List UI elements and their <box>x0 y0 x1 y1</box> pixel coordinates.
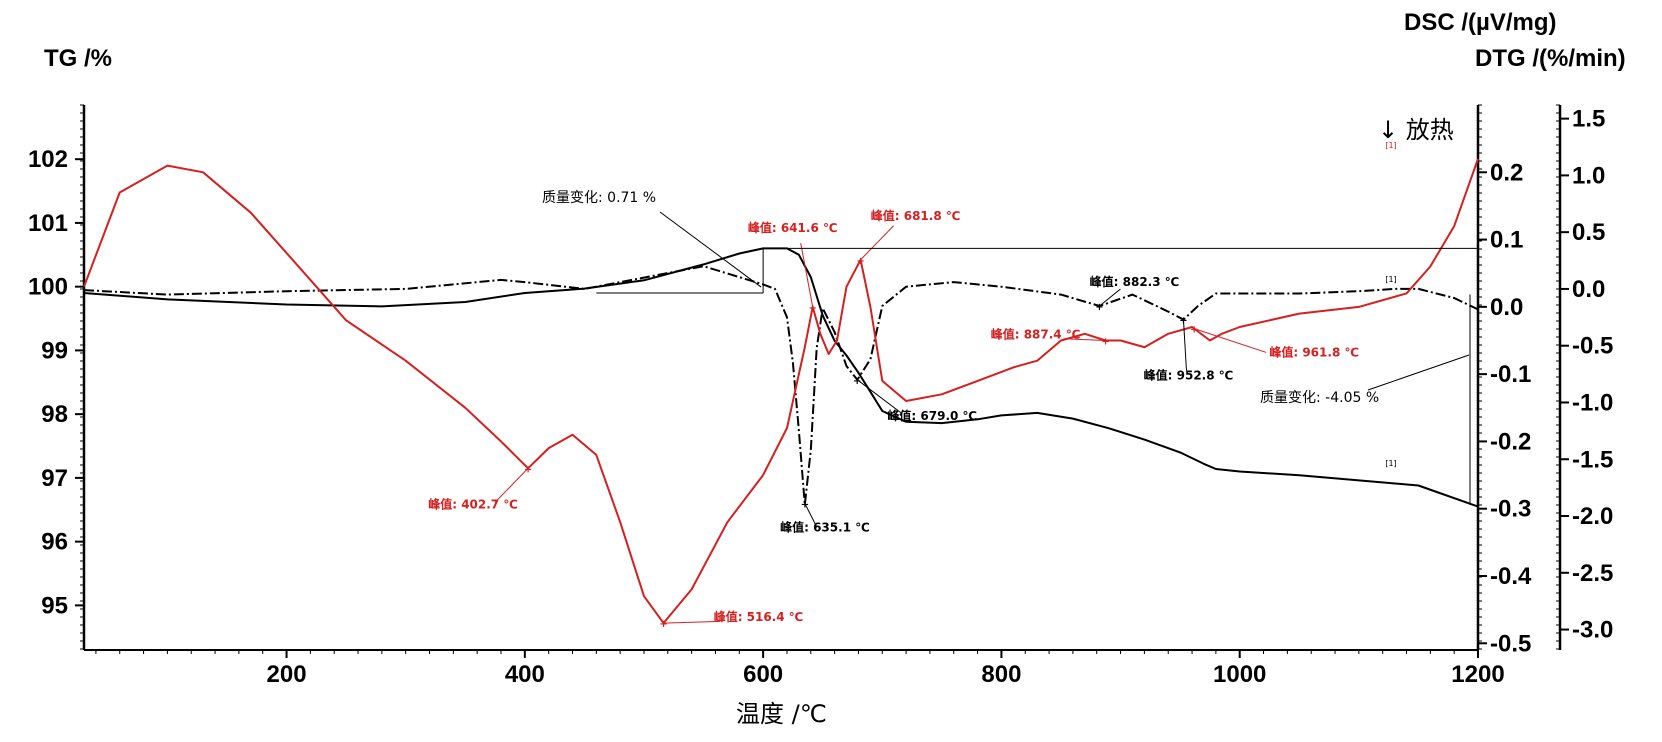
curve-end-marker: [1] <box>1385 141 1396 150</box>
peak-label: 峰值: 402.7 ℃ <box>428 496 518 511</box>
dsc-tick-label: -0.2 <box>1490 428 1531 455</box>
dsc-axis-title: DSC /(µV/mg) <box>1404 9 1557 36</box>
peak-label: 峰值: 681.8 ℃ <box>871 208 961 223</box>
dtg-tick-label: 0.5 <box>1572 219 1605 246</box>
series-dsc <box>83 158 1479 625</box>
peak-marker: + <box>1190 325 1198 336</box>
mass-change-label-2: 质量变化: -4.05 % <box>1260 390 1379 406</box>
dtg-tick-label: -2.5 <box>1572 560 1613 587</box>
dtg-axis-title: DTG /(%/min) <box>1475 45 1626 72</box>
peak-label: 峰值: 641.6 ℃ <box>748 220 838 235</box>
peak-marker: + <box>1179 316 1187 327</box>
peak-leader-line <box>804 503 818 528</box>
x-tick-label: 600 <box>743 661 783 688</box>
series-tg <box>83 247 1479 508</box>
dtg-tick-label: 1.5 <box>1572 106 1605 133</box>
peak-leader-line <box>494 467 529 503</box>
dtg-tick-label: -2.0 <box>1572 503 1613 530</box>
dsc-tick-label: 0.1 <box>1490 227 1523 254</box>
peak-marker: + <box>524 464 532 475</box>
exo-direction-marker: ↓ 放热 <box>1378 116 1454 144</box>
curve-end-marker: [1] <box>1385 275 1396 284</box>
peak-leader-line <box>663 620 721 624</box>
tg-tick-label: 97 <box>41 465 68 492</box>
dtg-tick-label: 1.0 <box>1572 162 1605 189</box>
dsc-tick-label: -0.5 <box>1490 630 1531 657</box>
peak-leader-line <box>1194 328 1267 353</box>
dsc-tick-label: 0.0 <box>1490 294 1523 321</box>
peak-marker: + <box>801 500 809 511</box>
dsc-tick-label: -0.3 <box>1490 496 1531 523</box>
peak-marker: + <box>1095 302 1103 313</box>
x-axis-title: 温度 /℃ <box>736 700 827 728</box>
mass-change-leader-2 <box>1367 354 1470 391</box>
dtg-tick-label: -1.5 <box>1572 446 1613 473</box>
peak-leader-line <box>1063 338 1106 341</box>
peak-label: 峰值: 635.1 ℃ <box>780 520 870 535</box>
x-tick-label: 800 <box>981 661 1021 688</box>
tg-tick-label: 102 <box>28 146 68 173</box>
peak-label: 峰值: 882.3 ℃ <box>1090 274 1180 289</box>
tg-tick-label: 95 <box>41 592 68 619</box>
peak-label: 峰值: 961.8 ℃ <box>1269 345 1359 360</box>
tg-tick-label: 99 <box>41 337 68 364</box>
peak-marker: + <box>1101 336 1109 347</box>
x-tick-label: 400 <box>505 661 545 688</box>
peak-marker: + <box>659 619 667 630</box>
dtg-tick-label: 0.0 <box>1572 276 1605 303</box>
peak-label: 峰值: 952.8 ℃ <box>1144 368 1234 383</box>
peak-leader-line <box>1182 319 1187 371</box>
mass-change-leader-1 <box>659 211 762 288</box>
tg-tick-label: 98 <box>41 401 68 428</box>
peak-leader-line <box>860 225 894 261</box>
series-layer <box>83 158 1479 625</box>
tg-tick-label: 101 <box>28 210 68 237</box>
series-dtg <box>83 265 1479 506</box>
dtg-tick-label: -3.0 <box>1572 617 1613 644</box>
peak-label: 峰值: 516.4 ℃ <box>714 609 804 624</box>
tg-tick-label: 96 <box>41 529 68 556</box>
mass-change-label-1: 质量变化: 0.71 % <box>542 190 656 206</box>
dsc-tick-label: -0.4 <box>1490 563 1532 590</box>
dtg-tick-label: -1.0 <box>1572 389 1613 416</box>
peak-marker: + <box>853 376 861 387</box>
peak-label: 峰值: 887.4 ℃ <box>991 326 1081 341</box>
axes-layer: 200 400 600 800 1000 1200 95 96 97 98 99 100 101 102 -… <box>28 104 1613 688</box>
axis-titles: TG /% DSC /(µV/mg) DTG /(%/min) 温度 /℃ ↓ … <box>44 9 1626 728</box>
peak-label: 峰值: 679.0 ℃ <box>887 408 977 423</box>
peak-leader-line <box>856 379 903 415</box>
peak-marker: + <box>856 256 864 267</box>
dtg-tick-label: -0.5 <box>1572 333 1613 360</box>
dsc-tick-label: -0.1 <box>1490 361 1531 388</box>
curve-end-marker: [1] <box>1385 459 1396 468</box>
tg-axis-title: TG /% <box>44 45 112 72</box>
tg-tick-label: 100 <box>28 274 68 301</box>
x-tick-label: 1200 <box>1451 661 1504 688</box>
peak-leader-line <box>1099 288 1121 307</box>
peak-marker: + <box>808 303 816 314</box>
x-tick-label: 200 <box>267 661 307 688</box>
peak-leader-line <box>800 243 814 307</box>
annotation-layer: 峰值: 402.7 ℃ + 峰值: 516.4 ℃ + 峰值: 641.6 ℃ + 峰值: … <box>428 141 1478 630</box>
x-tick-label: 1000 <box>1213 661 1266 688</box>
dsc-tick-label: 0.2 <box>1490 159 1523 186</box>
